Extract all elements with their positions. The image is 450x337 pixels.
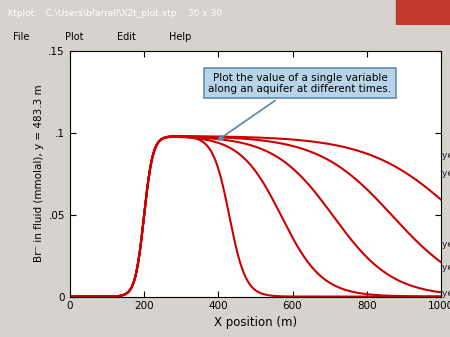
Text: year 2: year 2 xyxy=(442,289,450,298)
Y-axis label: Br⁻ in fluid (mmolal), y = 483.3 m: Br⁻ in fluid (mmolal), y = 483.3 m xyxy=(34,85,44,263)
Text: Plot: Plot xyxy=(65,32,84,42)
Text: year 10: year 10 xyxy=(442,151,450,160)
Text: File: File xyxy=(14,32,30,42)
Text: Xtplot:   C:\Users\bfarrell\X2t_plot.xtp    30 x 30: Xtplot: C:\Users\bfarrell\X2t_plot.xtp 3… xyxy=(7,9,222,19)
X-axis label: X position (m): X position (m) xyxy=(214,315,297,329)
Text: year 4: year 4 xyxy=(442,263,450,272)
Text: Plot the value of a single variable
along an aquifer at different times.: Plot the value of a single variable alon… xyxy=(208,72,392,140)
Text: year 8: year 8 xyxy=(442,169,450,178)
Bar xyxy=(396,0,450,25)
Text: Help: Help xyxy=(169,32,191,42)
Text: Edit: Edit xyxy=(117,32,136,42)
Text: year 6: year 6 xyxy=(442,240,450,249)
